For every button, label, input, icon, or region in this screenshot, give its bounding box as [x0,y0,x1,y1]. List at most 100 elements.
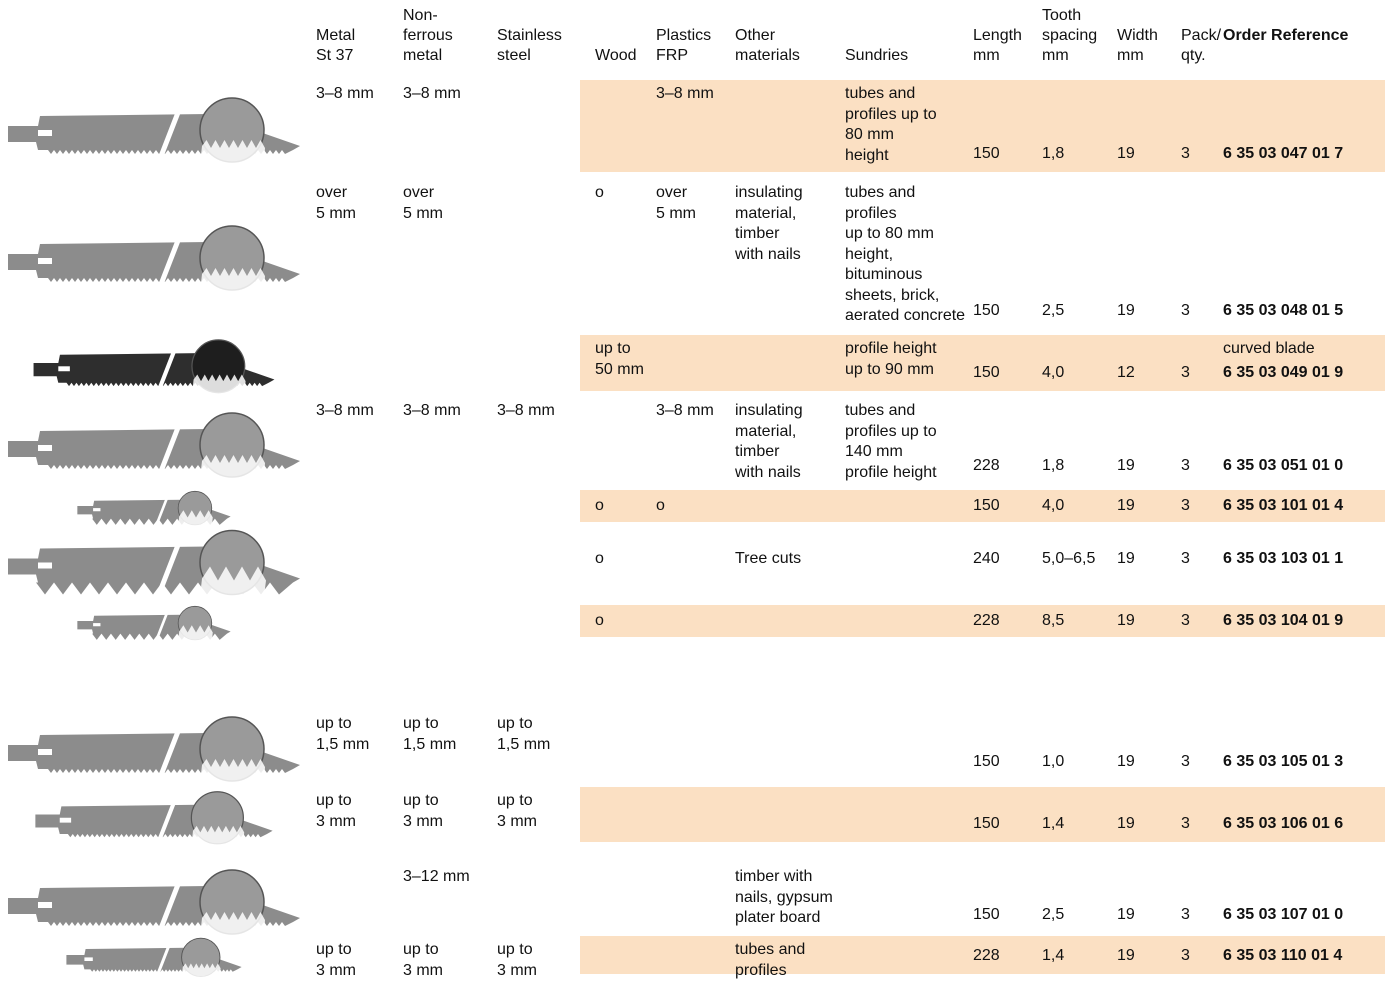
cell-pack: 3 [1181,611,1190,629]
cell-other: insulating material, timber with nails [735,402,803,481]
cell-width: 19 [1117,144,1135,162]
cell-plastics: over 5 mm [656,184,696,222]
row-highlight-band [580,80,1385,172]
blade-slot [93,623,101,627]
cell-other: timber with nails, gypsum plater board [735,868,833,926]
blade-break [155,523,189,598]
table-row: 3–8 mm 3–8 mm 3–8 mm 3–8 mm insulating mater… [0,397,1385,484]
row-highlight-band [580,490,1385,522]
cell-plastics: 3–8 mm [656,402,714,419]
cell-pack: 3 [1181,496,1190,514]
cell-metal: 3–8 mm [316,85,374,102]
header-pack: Pack/ qty. [1181,27,1222,64]
cell-tooth: 2,5 [1042,301,1065,319]
cell-length: 240 [973,549,1000,567]
table-row: o Tree cuts 240 5,0–6,5 19 3 6 35 03 103 01 1 [0,522,1385,598]
cell-sundries: tubes and profiles up to 140 mm profile … [845,402,937,481]
cell-other: tubes and profiles [735,941,806,979]
cell-tooth: 8,5 [1042,611,1065,629]
header-plastics: Plastics FRP [656,27,712,64]
cell-tooth: 1,4 [1042,946,1065,964]
cell-nonferrous: over 5 mm [403,184,443,222]
table-row: up to 50 mm profile height up to 90 mm 150… [0,334,1385,396]
cell-nonferrous: 3–8 mm [403,402,461,419]
cell-order-reference: 6 35 03 106 01 6 [1223,814,1344,832]
cell-pack: 3 [1181,301,1190,319]
cell-metal: 3–8 mm [316,402,374,419]
saw-blade-icon [8,405,300,480]
cell-wood: up to 50 mm [595,340,644,378]
saw-blade-icon [66,934,242,979]
cell-tooth: 1,8 [1042,456,1065,474]
cell-length: 150 [973,363,1000,381]
cell-sundries: profile height up to 90 mm [845,340,937,378]
cell-order-reference: 6 35 03 104 01 9 [1223,611,1344,629]
cell-tooth: 1,4 [1042,814,1065,832]
cell-sundries: tubes and profiles up to 80 mm height [845,85,937,164]
magnified-teeth [200,268,265,292]
cell-order-reference: 6 35 03 110 01 4 [1223,946,1343,964]
cell-metal: up to 1,5 mm [316,715,370,753]
blade-break [155,863,189,937]
cell-order-reference: 6 35 03 047 01 7 [1223,144,1344,162]
row-highlight-band [580,936,1385,974]
cell-pack: 3 [1181,946,1190,964]
blade-break [155,405,189,480]
cell-pack: 3 [1181,752,1190,770]
magnified-teeth [200,566,266,597]
cell-metal: up to 3 mm [316,941,356,979]
header-tooth: Tooth spacing mm [1042,7,1098,64]
blade-break [154,487,173,527]
cell-pack: 3 [1181,814,1190,832]
cell-order-reference: 6 35 03 101 01 4 [1223,496,1344,514]
saw-blade-icon [77,602,231,642]
cell-note: curved blade [1223,340,1315,357]
blade-slot [59,817,72,823]
cell-wood: o [595,611,604,629]
cell-other: Tree cuts [735,549,802,567]
cell-plastics: o [656,496,665,514]
cell-nonferrous: up to 1,5 mm [403,715,457,753]
row-highlight-band [580,605,1385,637]
cell-width: 19 [1117,549,1135,567]
row-highlight-band [580,335,1385,391]
table-header: Metal St 37 Non- ferrous metal Stainless… [0,0,1385,80]
saw-blade-icon [8,219,300,293]
header-sundries: Sundries [845,47,909,64]
cell-tooth: 1,8 [1042,144,1065,162]
cell-length: 228 [973,611,1000,629]
cell-length: 150 [973,814,1000,832]
cell-pack: 3 [1181,456,1190,474]
cell-wood: o [595,496,604,514]
cell-pack: 3 [1181,905,1190,923]
saw-blade-icon [8,863,300,937]
blade-break [155,219,189,293]
cell-stainless: up to 3 mm [497,792,537,830]
cell-width: 19 [1117,946,1135,964]
table-row: up to 1,5 mm up to 1,5 mm up to 1,5 mm 150 1… [0,710,1385,784]
blade-break [155,786,182,847]
saw-blade-icon [77,487,231,527]
cell-stainless: up to 3 mm [497,941,537,979]
magnified-teeth [200,912,265,936]
blade-slot [38,749,52,755]
cell-length: 150 [973,496,1000,514]
header-length: Length mm [973,27,1022,64]
header-nonferrous: Non- ferrous metal [403,7,453,64]
cell-length: 150 [973,905,1000,923]
cell-width: 19 [1117,905,1135,923]
header-other: Other materials [735,27,800,64]
cell-tooth: 5,0–6,5 [1042,549,1096,567]
row-highlight-band [580,787,1385,842]
cell-nonferrous: 3–8 mm [403,85,461,102]
magnified-teeth [200,454,265,479]
cell-plastics: 3–8 mm [656,85,714,102]
cell-length: 150 [973,752,1000,770]
cell-length: 150 [973,144,1000,162]
blade-slot [84,957,93,961]
blade-slot [38,902,52,908]
cell-nonferrous: up to 3 mm [403,941,443,979]
cell-stainless: up to 1,5 mm [497,715,551,753]
blade-slot [38,562,52,569]
blade-break [155,934,175,979]
